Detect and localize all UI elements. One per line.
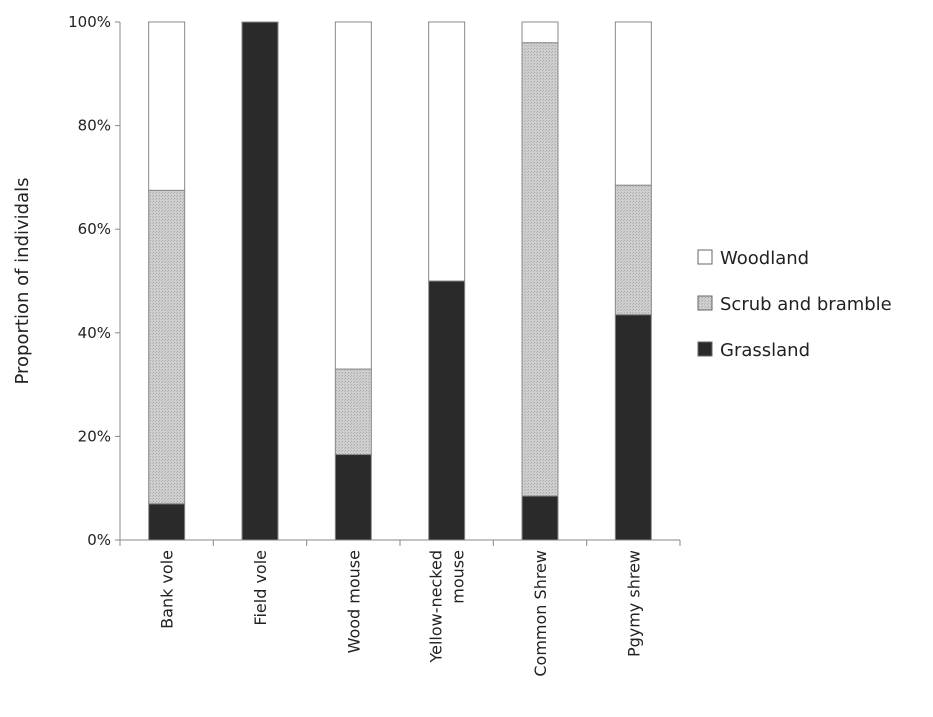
bar-segment-grassland — [428, 280, 466, 541]
bar-segment-scrub-and-bramble — [521, 42, 559, 497]
y-tick-label: 20% — [78, 427, 111, 445]
legend: Woodland Scrub and bramble Grassland — [697, 248, 892, 361]
bar-segment-scrub-and-bramble — [148, 189, 186, 505]
bar-segment-grassland — [614, 314, 652, 541]
x-category-label: Wood mouse — [344, 550, 363, 653]
y-axis-title: Proportion of individals — [12, 178, 33, 385]
bar-segment-grassland — [521, 495, 559, 541]
bar-segment-woodland — [334, 21, 372, 370]
bar-segment-woodland — [614, 21, 652, 186]
y-tick-label: 40% — [78, 324, 111, 342]
bar-segment-woodland — [521, 21, 559, 44]
x-category-label: Pgymy shrew — [624, 550, 643, 657]
legend-swatch-scrub-and-bramble — [697, 295, 713, 311]
y-tick-label: 0% — [87, 531, 111, 549]
y-tick-label: 60% — [78, 220, 111, 238]
y-tick-label: 80% — [78, 117, 111, 135]
x-category-label: Yellow-necked — [427, 550, 446, 664]
x-category-label: mouse — [449, 550, 468, 604]
legend-swatch-woodland — [697, 249, 713, 265]
x-category-label: Common Shrew — [531, 550, 550, 677]
legend-label: Scrub and bramble — [720, 294, 892, 315]
bar-segment-grassland — [241, 21, 279, 541]
legend-swatch-grassland — [697, 341, 713, 357]
x-axis: Bank vole Field vole Wood mouse Yellow-neck… — [119, 539, 681, 677]
bar-segment-scrub-and-bramble — [614, 184, 652, 316]
legend-label: Woodland — [720, 248, 809, 269]
x-category-label: Field vole — [251, 550, 270, 626]
bar-segment-grassland — [148, 503, 186, 541]
plot-area — [148, 21, 652, 541]
bar-segment-grassland — [334, 454, 372, 541]
bar-segment-woodland — [148, 21, 186, 191]
legend-label: Grassland — [720, 340, 810, 361]
bar-segment-scrub-and-bramble — [334, 368, 372, 456]
bar-segment-woodland — [428, 21, 466, 282]
y-tick-label: 100% — [68, 13, 111, 31]
x-category-label: Bank vole — [158, 550, 177, 629]
y-axis: 0% 20% 40% 60% 80% 100% — [68, 13, 121, 549]
